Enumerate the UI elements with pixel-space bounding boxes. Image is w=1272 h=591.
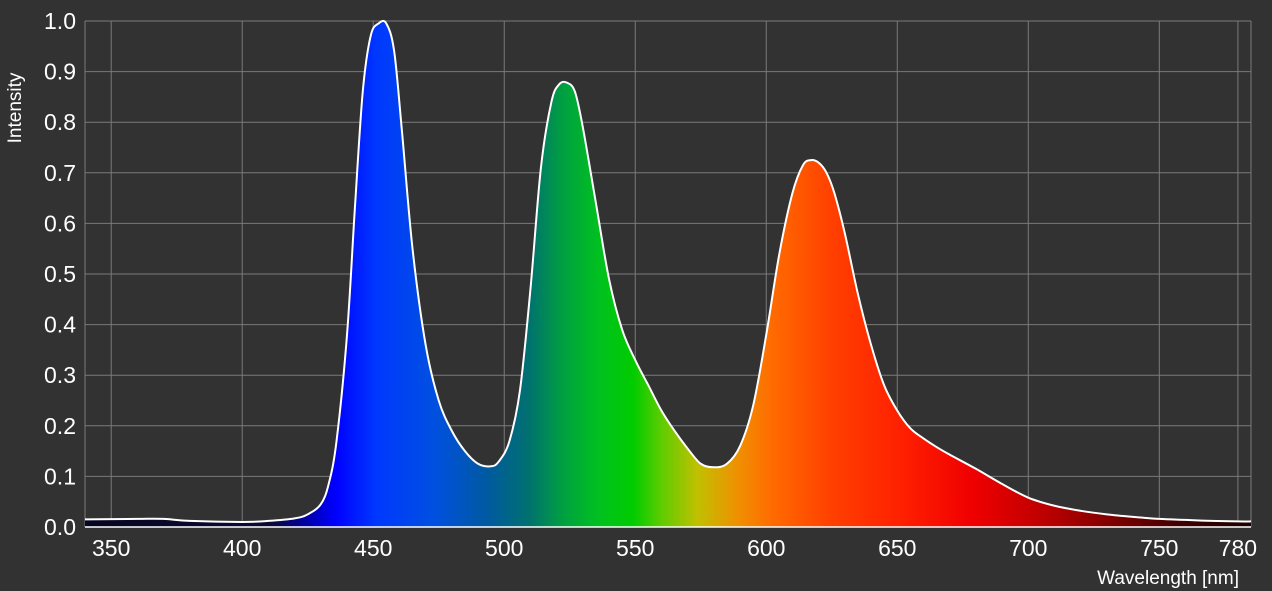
x-tick-label: 550 <box>616 535 654 561</box>
x-tick-label: 750 <box>1140 535 1178 561</box>
y-tick-label: 0.6 <box>44 210 76 236</box>
y-tick-label: 0.0 <box>44 514 76 540</box>
y-tick-label: 0.7 <box>44 160 76 186</box>
x-tick-label: 650 <box>878 535 916 561</box>
x-tick-label: 780 <box>1219 535 1257 561</box>
y-tick-label: 0.2 <box>44 413 76 439</box>
spectrum-area <box>85 20 1251 527</box>
y-tick-label: 0.4 <box>44 312 76 338</box>
y-tick-label: 0.9 <box>44 59 76 85</box>
spectrum-line <box>84 19 1252 523</box>
x-tick-label: 400 <box>223 535 261 561</box>
x-tick-label: 600 <box>747 535 785 561</box>
x-tick-label: 350 <box>92 535 130 561</box>
y-tick-label: 0.8 <box>44 109 76 135</box>
y-axis-label: Intensity <box>5 72 26 143</box>
y-tick-label: 0.3 <box>44 362 76 388</box>
y-tick-label: 1.0 <box>44 8 76 34</box>
y-tick-label: 0.5 <box>44 261 76 287</box>
x-axis-label: Wavelength [nm] <box>1097 568 1239 589</box>
x-tick-label: 450 <box>354 535 392 561</box>
tick-labels: 0.0 0.1 0.2 0.3 0.4 0.5 0.6 0.7 0.8 0.9 1.0 350 400 4… <box>44 8 1257 561</box>
y-tick-label: 0.1 <box>44 463 76 489</box>
x-tick-label: 700 <box>1009 535 1047 561</box>
x-tick-label: 500 <box>485 535 523 561</box>
